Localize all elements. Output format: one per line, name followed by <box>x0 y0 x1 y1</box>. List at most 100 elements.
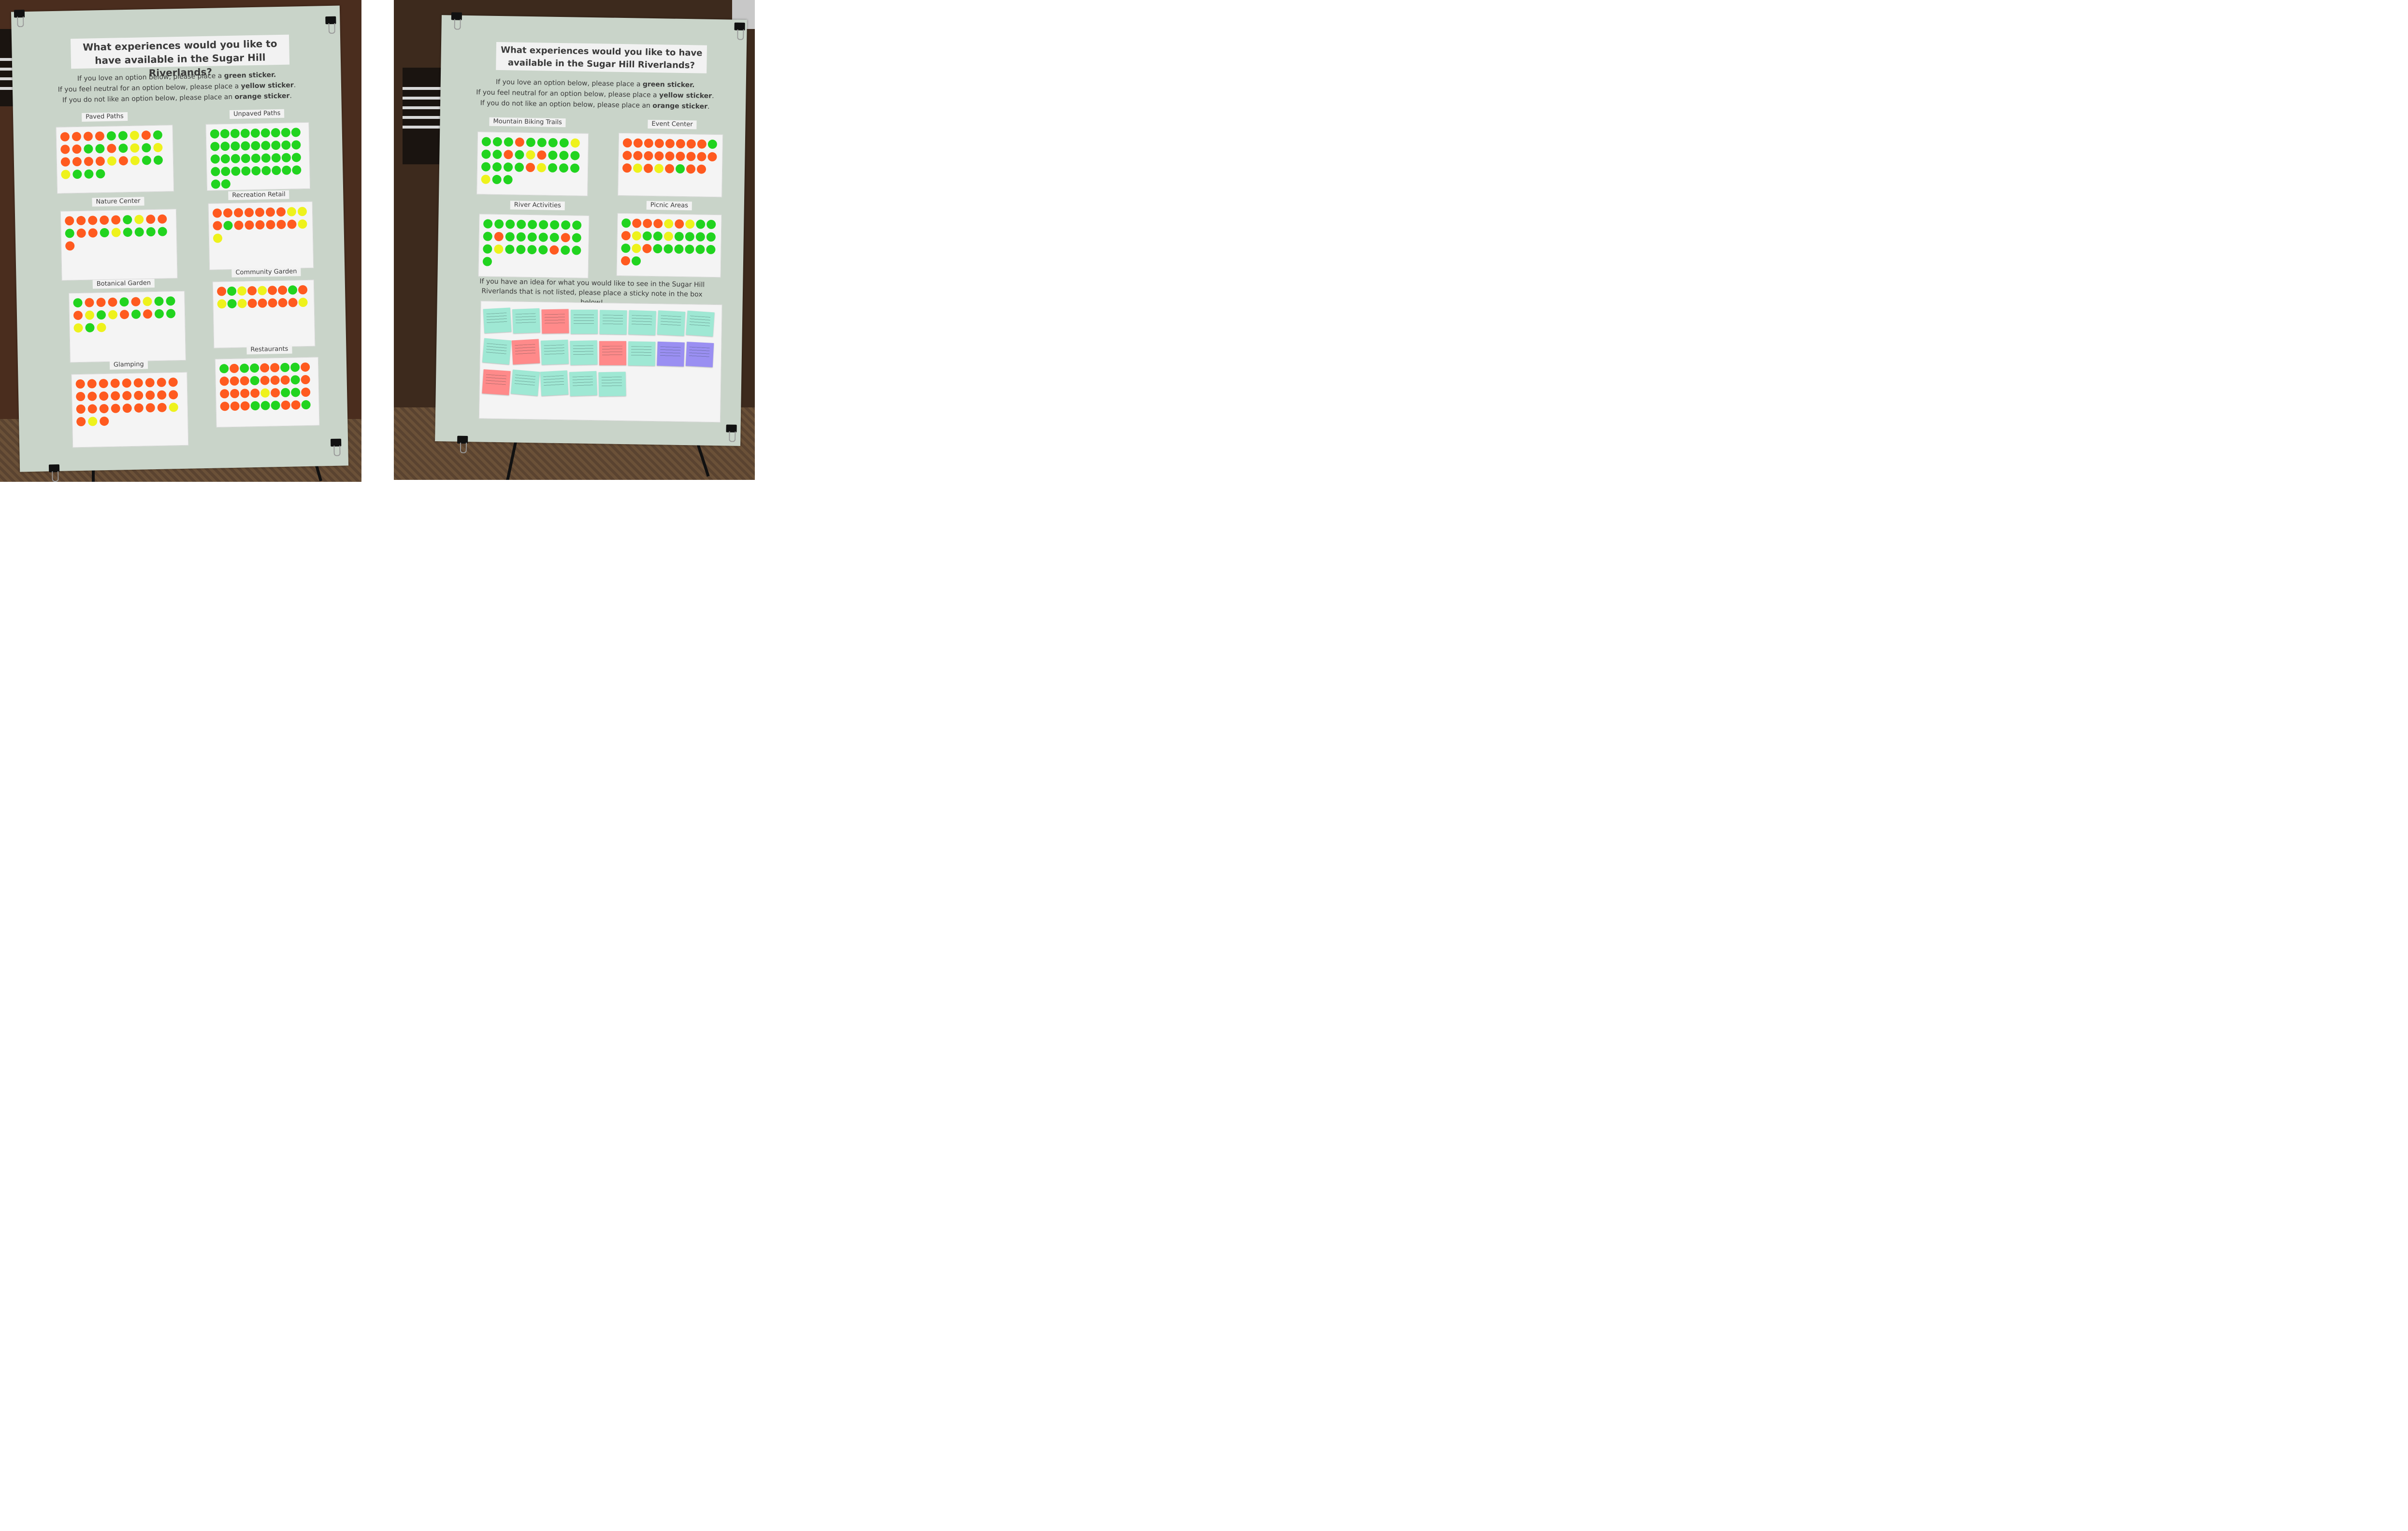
category-label: Event Center <box>648 119 697 130</box>
orange-sticker <box>72 144 82 154</box>
category-label: Picnic Areas <box>646 201 692 211</box>
yellow-sticker <box>169 403 178 412</box>
green-sticker <box>219 364 229 374</box>
yellow-sticker <box>130 130 140 140</box>
green-sticker <box>572 246 581 255</box>
orange-sticker <box>298 285 308 295</box>
instruction-text: If you do not like an option below, plea… <box>480 99 653 110</box>
instruction-text: If you love an option below, please plac… <box>495 78 643 88</box>
green-sticker <box>153 130 163 140</box>
orange-sticker <box>676 139 685 149</box>
green-sticker <box>211 179 221 189</box>
binder-clip <box>331 438 342 447</box>
orange-sticker <box>686 164 696 174</box>
category-label: Glamping <box>109 360 148 370</box>
yellow-sticker <box>664 219 674 229</box>
green-sticker <box>85 323 95 332</box>
orange-sticker <box>675 219 684 229</box>
sticker-panel <box>212 279 316 348</box>
orange-sticker <box>95 156 105 166</box>
green-sticker <box>118 144 128 153</box>
green-sticker <box>271 153 281 163</box>
orange-sticker <box>88 228 98 238</box>
green-sticker <box>505 245 515 254</box>
green-sticker <box>123 227 132 237</box>
green-sticker <box>260 128 271 138</box>
orange-sticker <box>145 390 155 400</box>
orange-sticker <box>291 400 301 410</box>
yellow-sticker <box>107 156 117 166</box>
category-label: Paved Paths <box>81 112 128 122</box>
orange-sticker <box>268 298 277 308</box>
green-sticker <box>695 232 705 242</box>
binder-clip <box>451 12 462 20</box>
orange-sticker <box>258 298 267 308</box>
green-sticker <box>261 153 271 163</box>
green-sticker <box>106 131 116 141</box>
sticker-panel <box>71 372 189 448</box>
left-poster: What experiences would you like to have … <box>11 5 349 473</box>
green-sticker <box>675 164 685 174</box>
orange-sticker <box>287 219 297 229</box>
orange-sticker <box>697 152 707 161</box>
green-sticker <box>271 401 280 410</box>
yellow-sticker <box>685 219 695 229</box>
instruction-text: If you do not like an option below, plea… <box>62 93 235 104</box>
instruction-text: . <box>712 92 714 100</box>
green-sticker <box>282 165 291 175</box>
orange-sticker <box>122 390 132 401</box>
yellow-sticker <box>130 143 140 153</box>
poster-instructions: If you love an option below, please plac… <box>455 76 735 113</box>
orange-sticker <box>653 219 663 229</box>
green-sticker <box>707 219 716 230</box>
green-sticker <box>561 246 570 255</box>
instruction-sticker-color: green sticker. <box>224 71 276 80</box>
instruction-sticker-color: yellow sticker <box>659 91 712 100</box>
sticky-note <box>570 340 598 365</box>
orange-sticker <box>620 256 631 266</box>
green-sticker <box>527 232 537 242</box>
orange-sticker <box>219 376 229 386</box>
green-sticker <box>291 128 301 137</box>
green-sticker <box>250 128 260 138</box>
orange-sticker <box>277 285 288 295</box>
green-sticker <box>281 128 291 137</box>
green-sticker <box>241 141 250 151</box>
green-sticker <box>227 286 237 296</box>
orange-sticker <box>494 231 504 242</box>
orange-sticker <box>216 287 227 296</box>
orange-sticker <box>260 363 270 373</box>
green-sticker <box>153 155 163 165</box>
green-sticker <box>631 256 641 266</box>
green-sticker <box>241 166 251 176</box>
orange-sticker <box>87 391 97 401</box>
green-sticker <box>261 141 271 150</box>
orange-sticker <box>107 144 116 153</box>
green-sticker <box>166 296 175 306</box>
green-sticker <box>100 228 109 238</box>
green-sticker <box>251 141 260 151</box>
green-sticker <box>230 129 240 138</box>
green-sticker <box>239 363 249 373</box>
orange-sticker <box>169 390 178 400</box>
orange-sticker <box>276 207 286 217</box>
green-sticker <box>685 245 694 254</box>
green-sticker <box>559 163 569 173</box>
green-sticker <box>706 232 716 242</box>
green-sticker <box>516 245 526 254</box>
sticky-note <box>482 369 511 395</box>
green-sticker <box>570 151 580 160</box>
orange-sticker <box>96 297 106 307</box>
green-sticker <box>548 138 558 147</box>
orange-sticker <box>633 151 643 160</box>
sticky-note <box>570 309 598 334</box>
green-sticker <box>261 166 271 175</box>
orange-sticker <box>665 139 675 148</box>
orange-sticker <box>72 157 82 167</box>
sticky-note <box>628 310 656 335</box>
green-sticker <box>272 165 281 175</box>
yellow-sticker <box>481 174 490 184</box>
green-sticker <box>528 219 537 230</box>
orange-sticker <box>131 297 141 306</box>
green-sticker <box>539 220 548 230</box>
